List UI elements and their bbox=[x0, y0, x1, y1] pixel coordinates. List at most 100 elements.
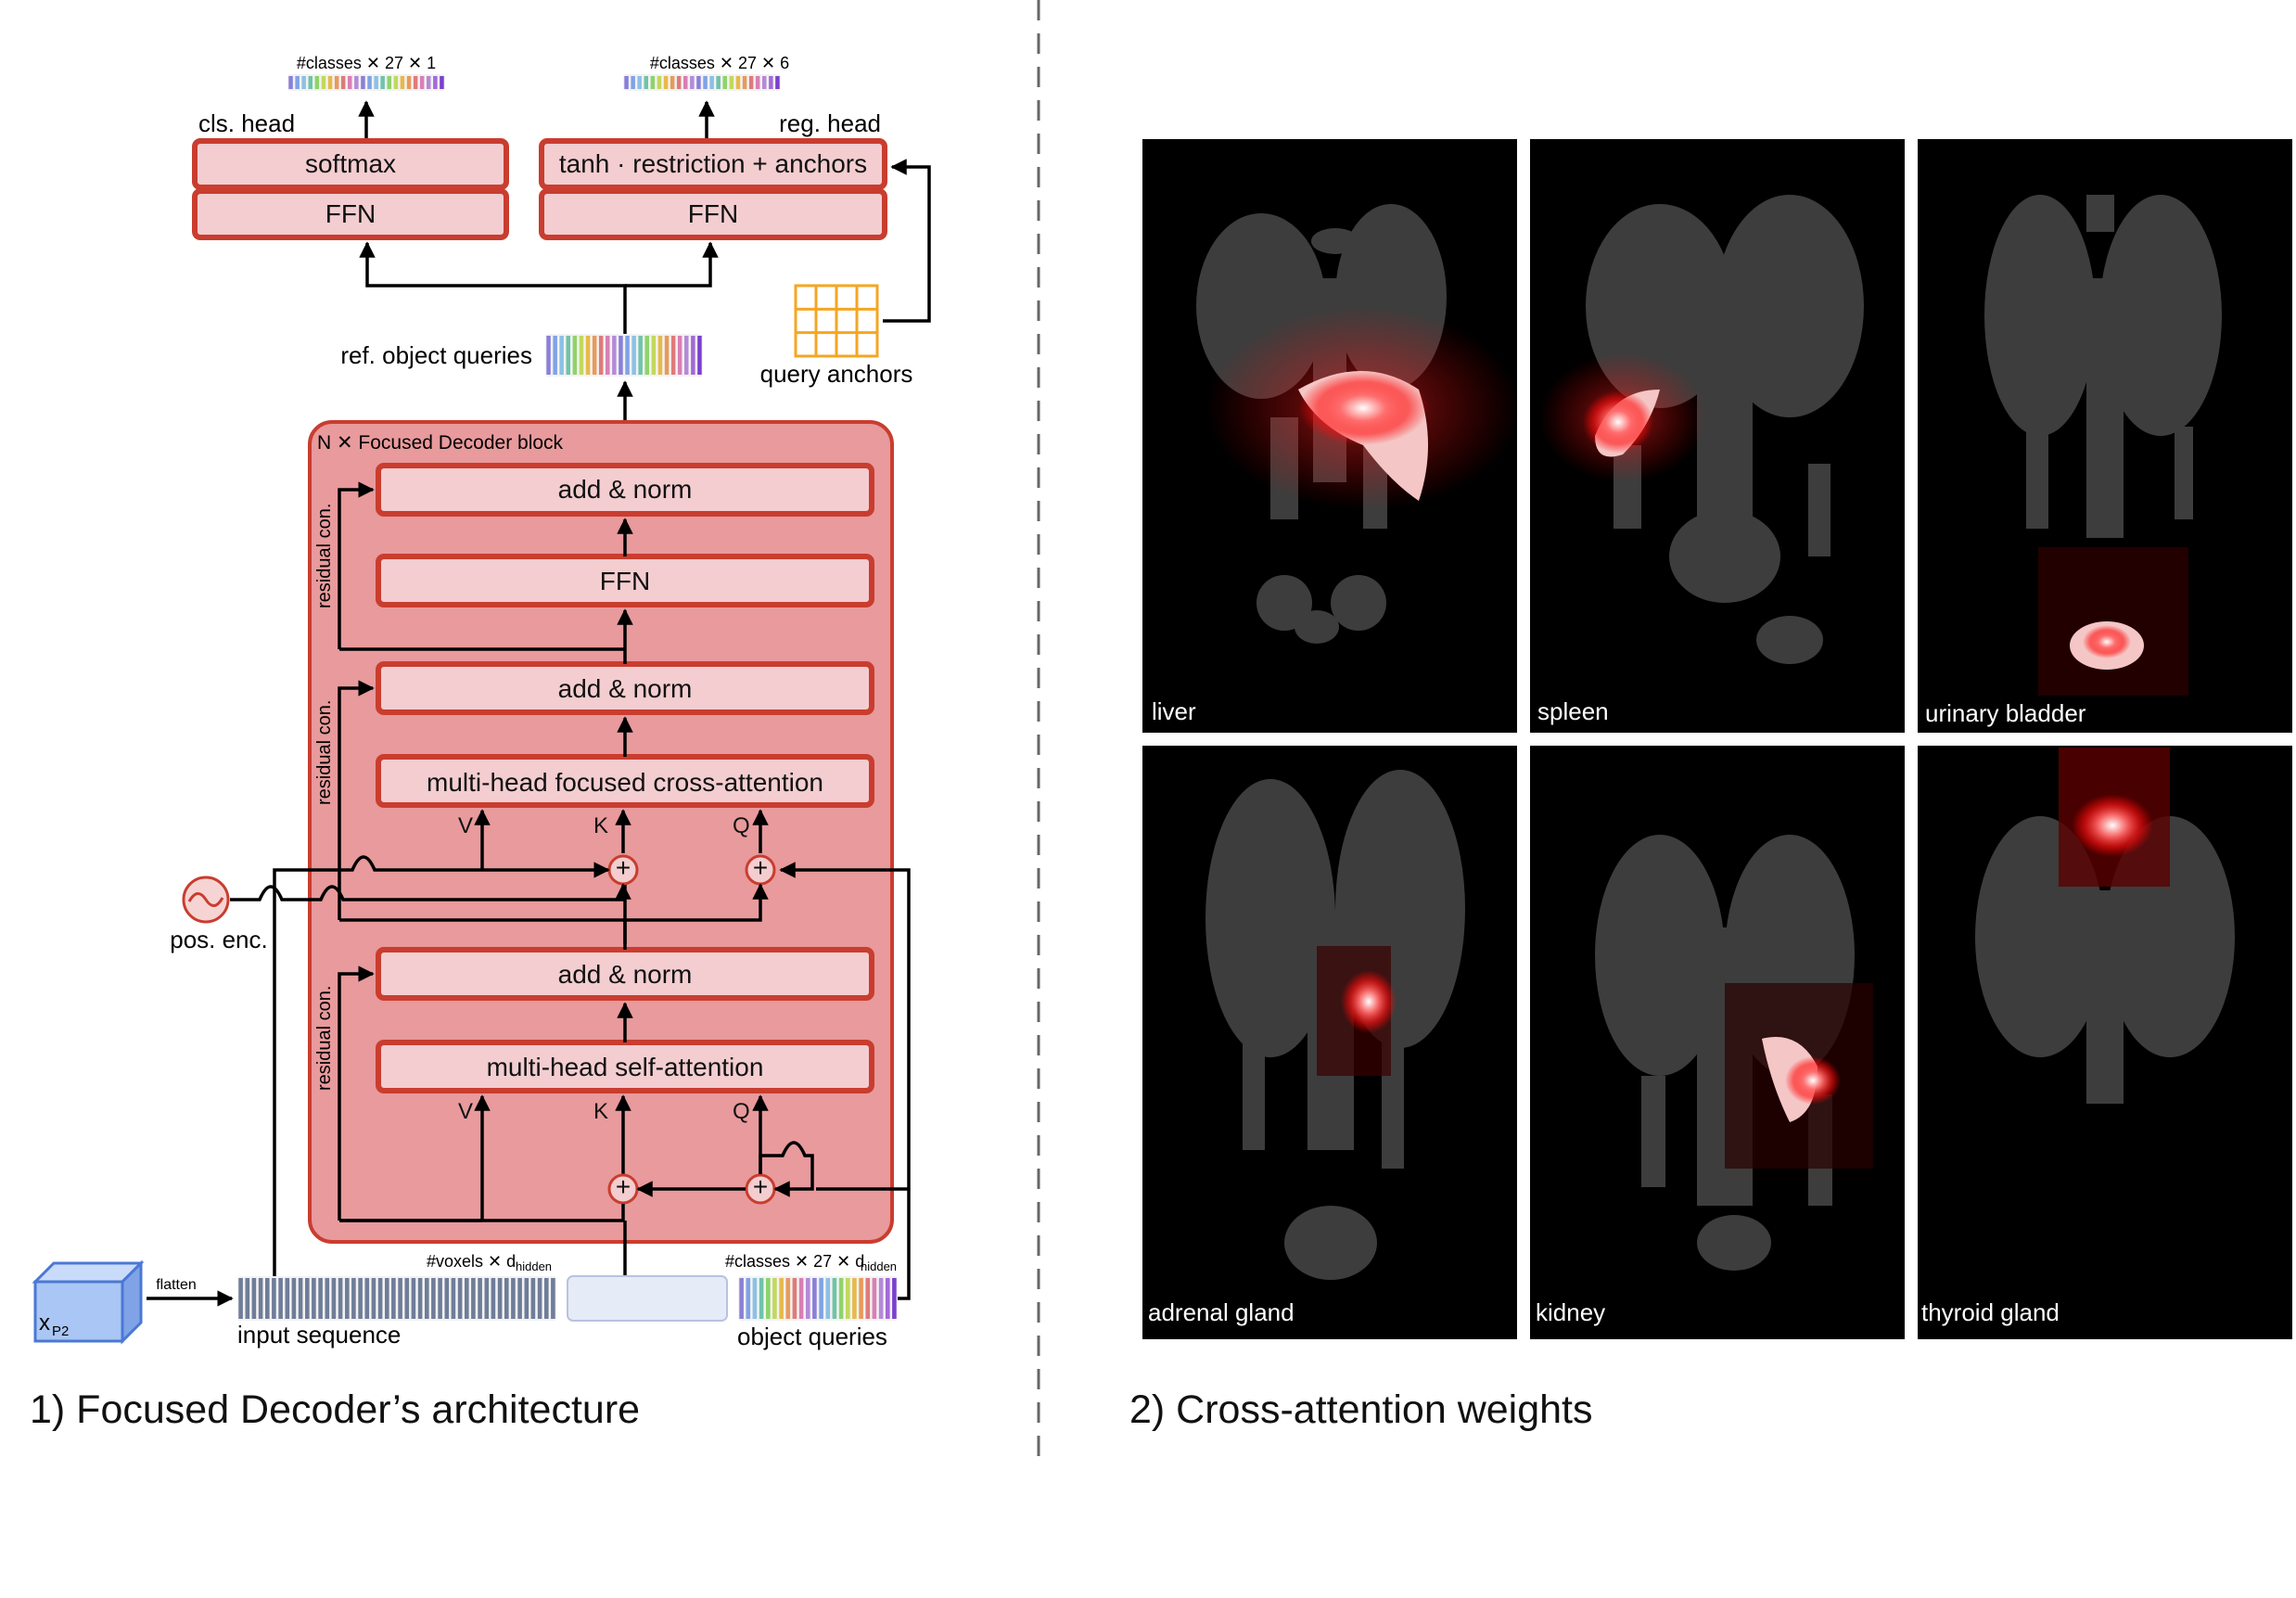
reg-output-stripe bbox=[637, 76, 642, 89]
object-queries-stripe bbox=[766, 1278, 771, 1319]
cls-output-stripe bbox=[440, 76, 444, 89]
cls-output-stripe bbox=[406, 76, 412, 89]
ref-queries-stripe bbox=[553, 336, 557, 375]
ref-queries-stripe bbox=[638, 336, 643, 375]
object-queries-stripe bbox=[832, 1278, 837, 1319]
object-queries-stripe bbox=[859, 1278, 863, 1319]
self-k-plus-label: + bbox=[616, 1172, 631, 1201]
input-seq-stripe bbox=[551, 1278, 555, 1319]
panel-thyroid-gland: thyroid gland bbox=[1918, 746, 2292, 1339]
input-seq-stripe bbox=[338, 1278, 343, 1319]
input-seq-stripe bbox=[431, 1278, 436, 1319]
cross-k-label: K bbox=[593, 813, 608, 838]
panel-liver-label: liver bbox=[1152, 697, 1196, 725]
queries-to-cross-line bbox=[779, 862, 911, 1300]
input-seq-stripe bbox=[398, 1278, 402, 1319]
input-volume-cube bbox=[32, 1259, 145, 1345]
reg-output-frame bbox=[623, 74, 781, 91]
object-queries-stripe bbox=[772, 1278, 777, 1319]
ref-object-queries-sequence bbox=[545, 334, 703, 377]
input-seq-stripe bbox=[258, 1278, 263, 1319]
add-norm-box-3 bbox=[376, 463, 874, 517]
input-seq-stripe bbox=[404, 1278, 410, 1319]
input-seq-stripe bbox=[364, 1278, 370, 1319]
query-anchors-grid bbox=[794, 284, 879, 358]
cross-q-plus-label: + bbox=[753, 853, 768, 882]
panel-kidney: kidney bbox=[1530, 746, 1905, 1339]
cls-output-stripe bbox=[354, 76, 359, 89]
input-seq-stripe bbox=[385, 1278, 389, 1319]
cross-attention-label: multi-head focused cross-attention bbox=[427, 768, 823, 797]
residual-line-1 bbox=[338, 965, 375, 1221]
reg-output-stripe bbox=[762, 76, 767, 89]
reg-output-stripe bbox=[735, 76, 741, 89]
classes-dims-label: #classes ✕ 27 ✕ d bbox=[725, 1252, 864, 1271]
cross-v-label: V bbox=[458, 813, 473, 838]
input-sequence-label: input sequence bbox=[237, 1321, 401, 1349]
input-seq-stripe bbox=[451, 1278, 456, 1319]
input-volume-label: x bbox=[39, 1310, 50, 1336]
input-seq-stripe bbox=[245, 1278, 250, 1319]
input-seq-stripe bbox=[511, 1278, 516, 1319]
input-seq-stripe bbox=[318, 1278, 323, 1319]
panel-liver: liver bbox=[1142, 139, 1521, 733]
panel-urinary-bladder-label: urinary bladder bbox=[1925, 699, 2086, 727]
anchors-arrow bbox=[883, 159, 931, 323]
self-k-label: K bbox=[593, 1099, 608, 1124]
ref-queries-stripe bbox=[606, 336, 610, 375]
input-seq-stripe bbox=[331, 1278, 337, 1319]
object-queries-stripe bbox=[746, 1278, 751, 1319]
input-seq-stripe bbox=[278, 1278, 283, 1319]
object-queries-stripe bbox=[852, 1278, 857, 1319]
input-seq-stripe bbox=[305, 1278, 310, 1319]
reg-output-stripe bbox=[722, 76, 727, 89]
reg-output-stripe bbox=[657, 76, 662, 89]
reg-output-stripe bbox=[676, 76, 682, 89]
reg-output-stripe bbox=[742, 76, 747, 89]
cls-output-stripe bbox=[321, 76, 326, 89]
cls-output-stripe bbox=[288, 76, 293, 89]
object-queries-stripe bbox=[739, 1278, 744, 1319]
ref-queries-stripe bbox=[684, 336, 689, 375]
object-queries-stripe bbox=[872, 1278, 877, 1319]
input-seq-stripe bbox=[517, 1278, 522, 1319]
object-queries-stripe bbox=[886, 1278, 890, 1319]
input-seq-stripe bbox=[291, 1278, 297, 1319]
reg-output-stripe bbox=[755, 76, 760, 89]
ref-queries-stripe bbox=[657, 336, 663, 375]
residual-line-2 bbox=[338, 680, 375, 920]
sine-wave-icon bbox=[187, 892, 224, 907]
ref-queries-stripe bbox=[631, 336, 636, 375]
ref-queries-stripe bbox=[664, 336, 670, 375]
input-seq-stripe bbox=[272, 1278, 276, 1319]
reg-output-stripe bbox=[631, 76, 635, 89]
input-seq-stripe bbox=[504, 1278, 509, 1319]
reg-output-stripe bbox=[683, 76, 688, 89]
ref-queries-stripe bbox=[585, 336, 591, 375]
self-v-label: V bbox=[458, 1099, 473, 1124]
reg-ffn-label: FFN bbox=[688, 199, 738, 228]
panel-spleen-label: spleen bbox=[1537, 697, 1609, 725]
object-queries-stripe bbox=[838, 1278, 844, 1319]
cross-q-label: Q bbox=[733, 813, 750, 838]
input-seq-stripe bbox=[312, 1278, 316, 1319]
decoder-block-title: N ✕ Focused Decoder block bbox=[317, 432, 564, 454]
cls-output-stripe bbox=[308, 76, 313, 89]
reg-output-stripe bbox=[729, 76, 734, 89]
query-anchors-label: query anchors bbox=[760, 360, 913, 388]
voxels-dims-label: #voxels ✕ d bbox=[427, 1252, 516, 1271]
input-seq-stripe bbox=[425, 1278, 429, 1319]
residual-label-3: residual con. bbox=[314, 504, 335, 608]
ref-queries-stripe bbox=[546, 336, 551, 375]
cls-head-label: cls. head bbox=[198, 109, 295, 137]
input-seq-stripe bbox=[524, 1278, 529, 1319]
input-seq-stripe bbox=[444, 1278, 450, 1319]
ref-queries-stripe bbox=[592, 336, 597, 375]
cls-output-stripe bbox=[387, 76, 391, 89]
input-seq-stripe bbox=[471, 1278, 476, 1319]
reg-head-label: reg. head bbox=[779, 109, 881, 137]
ref-queries-label: ref. object queries bbox=[340, 341, 532, 369]
reg-output-stripe bbox=[748, 76, 754, 89]
cross-k-plus-label: + bbox=[616, 853, 631, 882]
